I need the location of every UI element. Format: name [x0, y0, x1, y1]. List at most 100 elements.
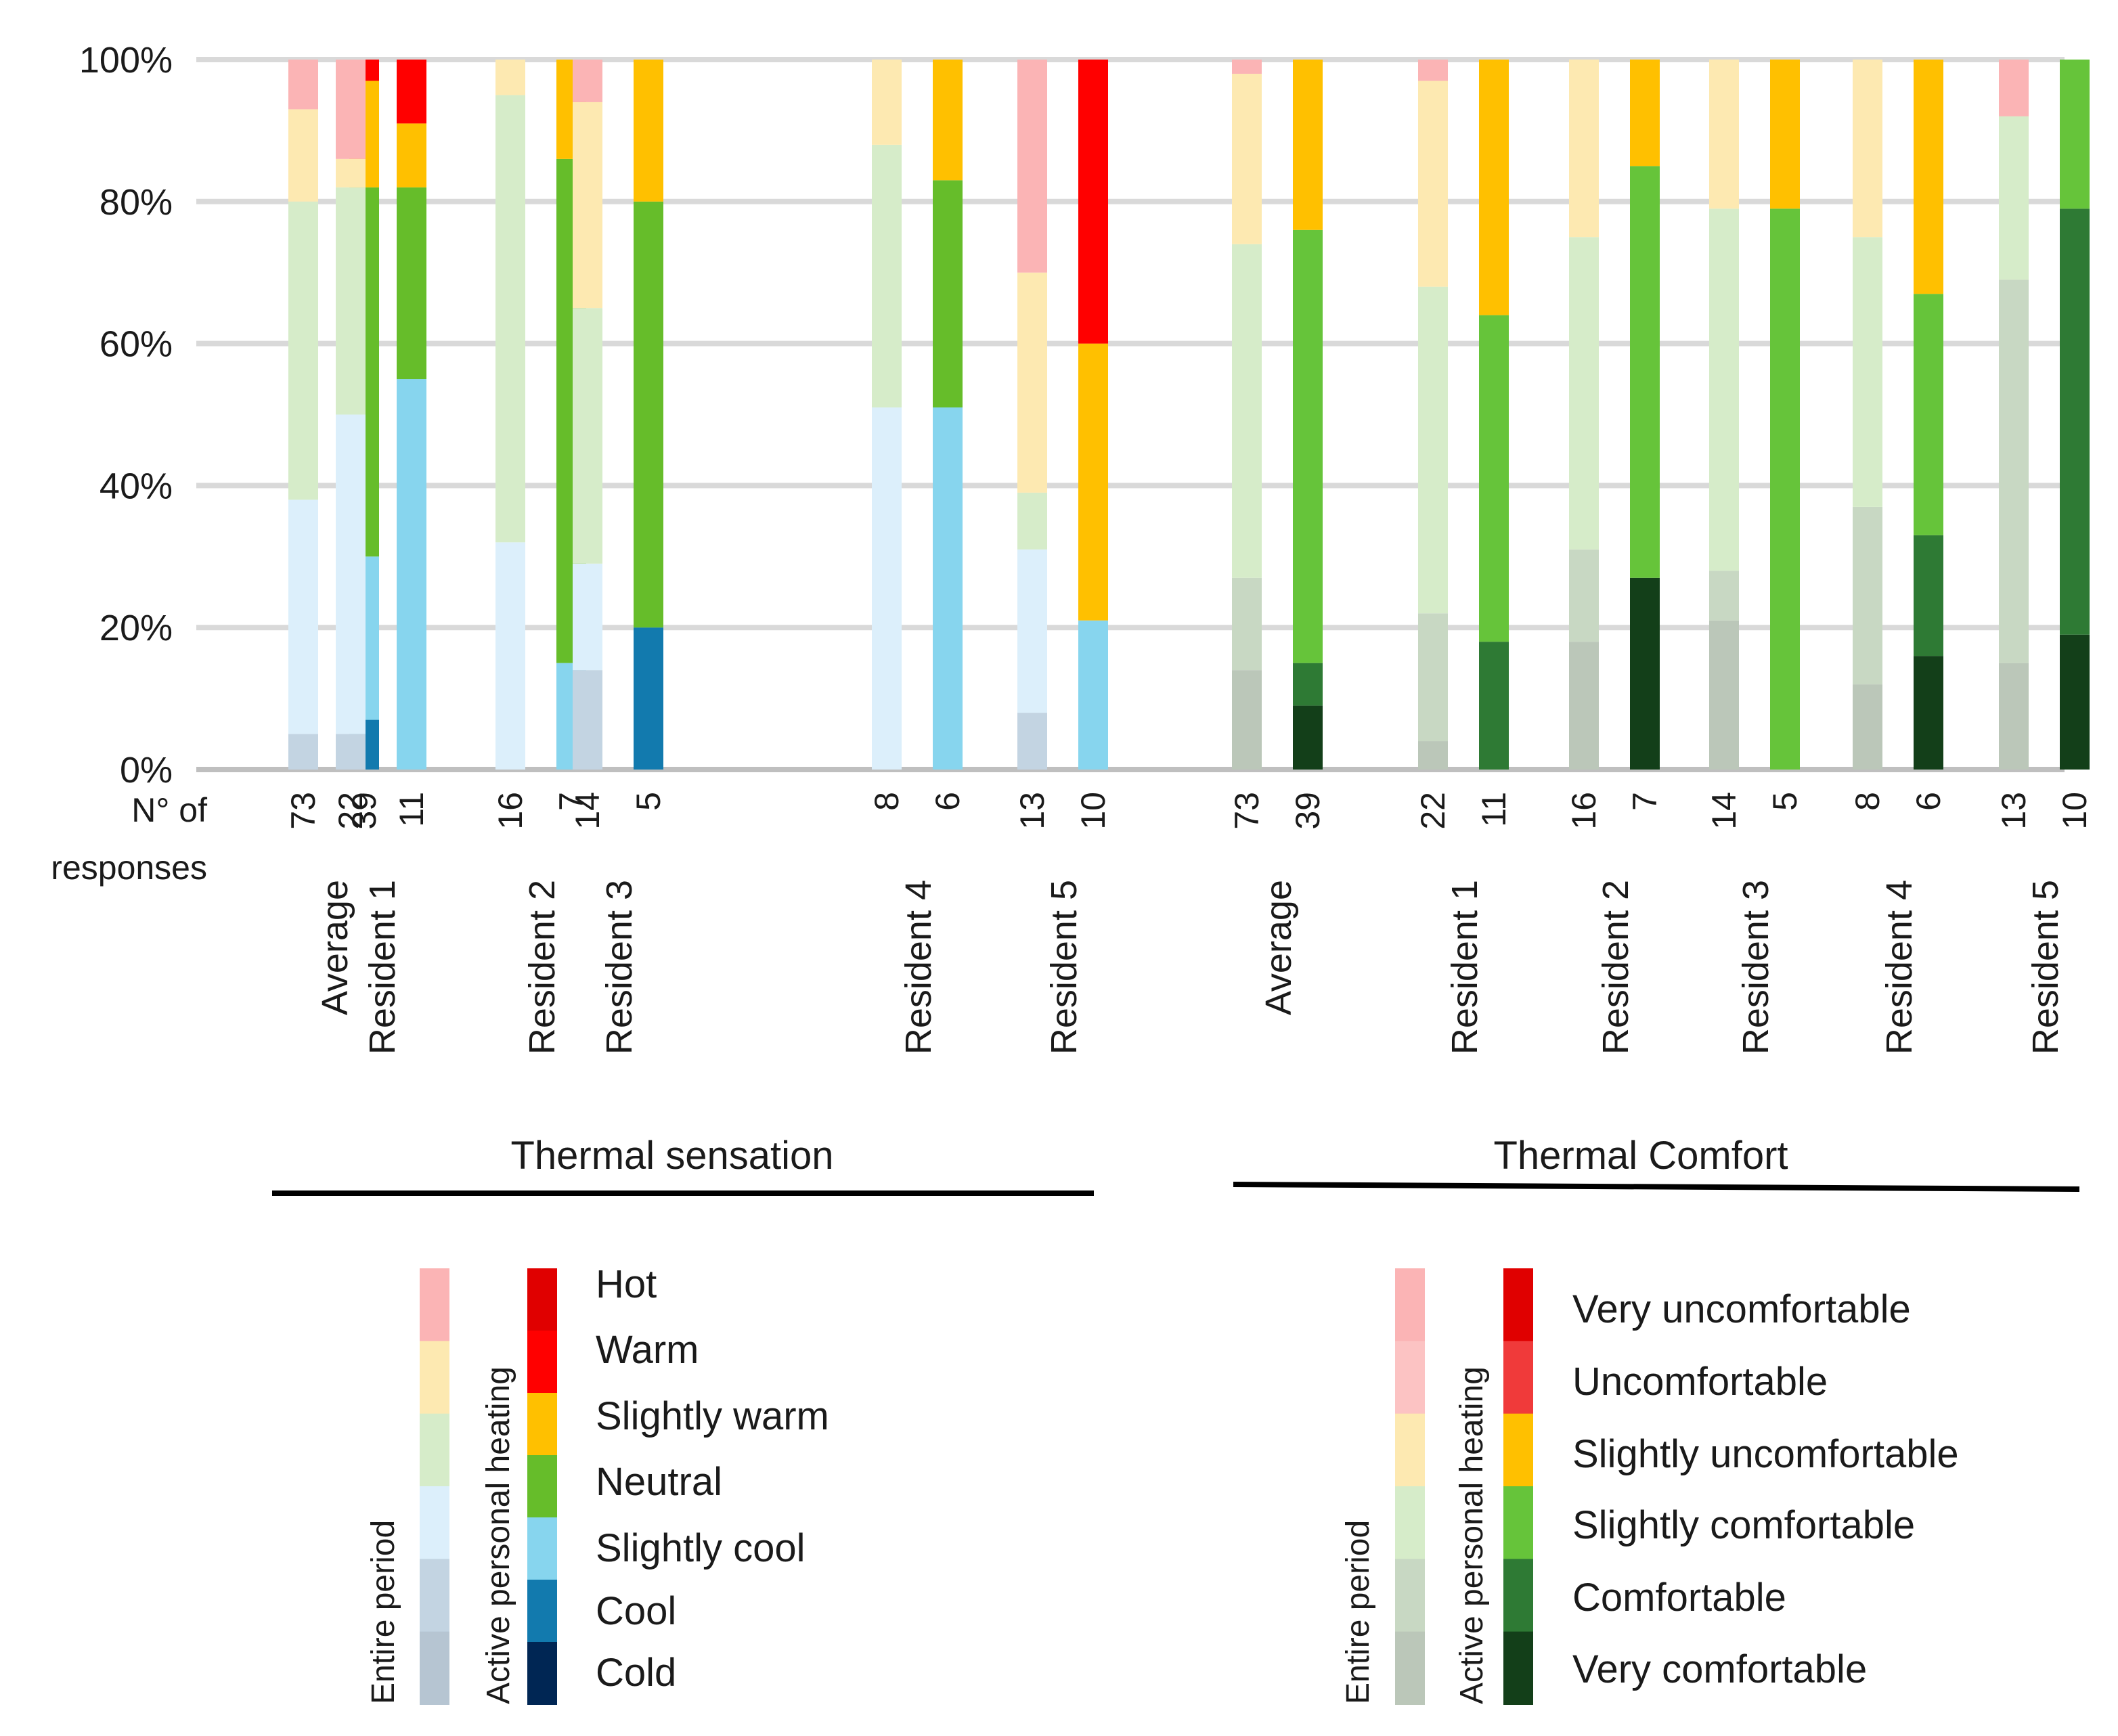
bar-segment-active-heating	[2060, 60, 2090, 209]
legend-level-label-sensation: Slightly warm	[596, 1394, 829, 1438]
bar-segment-entire-period	[1569, 549, 1599, 642]
bar-segment-entire-period	[1418, 286, 1448, 614]
bar-segment-active-heating	[1914, 535, 1943, 656]
bar-segment-entire-period	[1999, 60, 2029, 116]
response-count-active: 11	[393, 792, 431, 827]
bar-segment-entire-period	[1418, 60, 1448, 81]
response-count-entire: 14	[1705, 792, 1743, 830]
legend-swatch-active	[527, 1642, 557, 1705]
response-count-label-line1: N° of	[131, 791, 207, 829]
bar-segment-active-heating	[1914, 294, 1943, 535]
bar-segment-active-heating	[1914, 60, 1943, 294]
bar-segment-entire-period	[495, 542, 525, 770]
bar-segment-entire-period	[1853, 237, 1882, 507]
legend-level-label-sensation: Warm	[596, 1328, 699, 1372]
bar-segment-entire-period	[1709, 208, 1739, 571]
legend-title-active: Active personal heating	[481, 1366, 516, 1704]
y-tick-label: 40%	[100, 466, 173, 506]
bar-segment-active-heating	[634, 60, 663, 202]
bar-segment-active-heating	[397, 60, 426, 124]
bar-segment-active-heating	[397, 123, 426, 187]
bar-segment-entire-period	[1999, 663, 2029, 770]
bar-segment-entire-period	[288, 499, 318, 734]
bar-segment-entire-period	[573, 563, 602, 671]
bar-segment-active-heating	[1078, 620, 1108, 770]
category-label: Average	[315, 880, 355, 1015]
response-count-active: 7	[552, 792, 590, 811]
legend-swatch-entire	[1395, 1341, 1425, 1415]
legend-swatch-active	[1503, 1486, 1533, 1560]
bar-segment-active-heating	[1770, 60, 1800, 209]
legend-swatch-entire	[1395, 1268, 1425, 1342]
legend-level-label-sensation: Neutral	[596, 1460, 722, 1504]
bar-segment-active-heating	[634, 201, 663, 628]
bar-segment-active-heating	[1293, 229, 1323, 663]
category-label: Resident 4	[1879, 880, 1920, 1054]
legend-level-label-comfort: Slightly uncomfortable	[1572, 1432, 1959, 1476]
bar-segment-entire-period	[336, 60, 366, 159]
legend-swatch-entire	[420, 1413, 449, 1487]
bar-segment-active-heating	[397, 187, 426, 380]
legend-swatch-active	[1503, 1631, 1533, 1705]
legend-swatch-active	[1503, 1268, 1533, 1342]
bar-segment-active-heating	[933, 407, 963, 770]
response-count-label-line2: responses	[51, 849, 207, 887]
bar-segment-entire-period	[1569, 237, 1599, 550]
legend-swatch-active	[527, 1331, 557, 1394]
response-count-entire: 22	[332, 792, 370, 830]
legend-swatch-active	[527, 1455, 557, 1518]
bar-segment-entire-period	[1569, 642, 1599, 770]
y-tick-label: 0%	[120, 750, 173, 791]
response-count-entire: 8	[868, 792, 906, 811]
category-label: Resident 5	[2025, 880, 2066, 1054]
legend-swatch-active	[527, 1393, 557, 1456]
bar-segment-entire-period	[1017, 272, 1047, 493]
bar-segment-active-heating	[1770, 208, 1800, 770]
bar-segment-entire-period	[1418, 81, 1448, 287]
bar-segment-active-heating	[1479, 315, 1509, 642]
bar-segment-entire-period	[336, 158, 366, 187]
bar-segment-active-heating	[1630, 60, 1660, 166]
bar-segment-entire-period	[573, 308, 602, 564]
legend-swatch-active	[1503, 1559, 1533, 1632]
bars	[288, 60, 2090, 770]
response-count-active: 10	[1074, 792, 1112, 830]
response-count-active: 6	[929, 792, 967, 811]
legend-swatch-entire	[420, 1341, 449, 1415]
legends: Hot Warm Slightly warm Neutral Slightly cool…	[366, 1262, 1959, 1705]
response-count-entire: 73	[284, 792, 322, 830]
response-count-active: 6	[1910, 792, 1947, 811]
response-count-active: 11	[1475, 792, 1513, 827]
bar-segment-active-heating	[1479, 642, 1509, 770]
category-label: Resident 2	[522, 880, 562, 1054]
bar-segment-active-heating	[2060, 208, 2090, 635]
legend-swatch-entire	[1395, 1413, 1425, 1487]
bar-segment-entire-period	[872, 144, 902, 408]
category-label: Resident 3	[1736, 880, 1776, 1054]
response-count-entire: 13	[1013, 792, 1051, 830]
bar-segment-entire-period	[288, 201, 318, 500]
bar-segment-entire-period	[1232, 73, 1262, 244]
bar-segment-entire-period	[872, 60, 902, 145]
bar-segment-active-heating	[1630, 577, 1660, 770]
legend-level-label-sensation: Slightly cool	[596, 1526, 805, 1570]
axis-labels: 0% 20% 40% 60% 80% 100% 73 39 Average 22 11 Residen…	[51, 40, 2094, 1196]
legend-swatch-entire	[1395, 1486, 1425, 1560]
bar-segment-entire-period	[288, 734, 318, 770]
legend-swatch-active	[527, 1268, 557, 1331]
bar-segment-active-heating	[1914, 656, 1943, 770]
category-label: Resident 1	[1444, 880, 1485, 1054]
category-label: Resident 4	[898, 880, 939, 1054]
legend-swatch-entire	[1395, 1559, 1425, 1632]
section-underline	[1233, 1182, 2080, 1192]
legend-title-entire: Entire period	[1340, 1520, 1376, 1704]
bar-segment-entire-period	[1853, 684, 1882, 770]
section-label: Thermal sensation	[510, 1134, 833, 1178]
bar-segment-entire-period	[573, 102, 602, 309]
response-count-active: 39	[1289, 792, 1327, 830]
legend-swatch-entire	[420, 1559, 449, 1632]
legend-swatch-entire	[420, 1631, 449, 1705]
bar-segment-entire-period	[1853, 60, 1882, 238]
bar-segment-entire-period	[1017, 60, 1047, 273]
